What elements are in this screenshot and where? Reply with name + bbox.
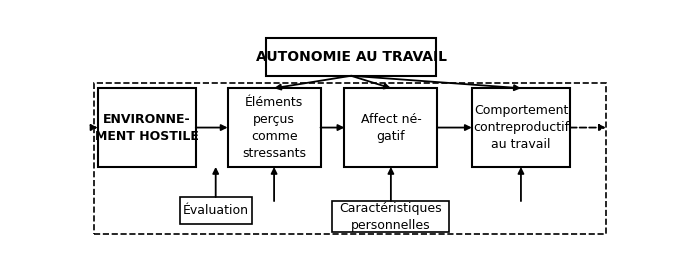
Text: ENVIRONNE-
MENT HOSTILE: ENVIRONNE- MENT HOSTILE	[95, 112, 199, 143]
Text: Affect né-
gatif: Affect né- gatif	[360, 112, 421, 143]
FancyArrowPatch shape	[213, 169, 219, 197]
FancyArrowPatch shape	[321, 125, 342, 130]
FancyArrowPatch shape	[519, 169, 523, 201]
Bar	[266, 38, 436, 76]
FancyArrowPatch shape	[90, 125, 95, 130]
Text: Éléments
perçus
comme
stressants: Éléments perçus comme stressants	[242, 95, 306, 160]
FancyArrowPatch shape	[570, 125, 604, 130]
FancyArrowPatch shape	[437, 125, 470, 130]
FancyArrowPatch shape	[388, 169, 393, 201]
FancyArrowPatch shape	[276, 76, 351, 90]
FancyArrowPatch shape	[196, 125, 225, 130]
FancyArrowPatch shape	[351, 76, 519, 90]
Bar	[180, 197, 251, 224]
Bar	[345, 88, 437, 167]
Bar	[472, 88, 570, 167]
FancyArrowPatch shape	[271, 169, 277, 201]
Bar	[97, 88, 196, 167]
FancyArrowPatch shape	[351, 76, 389, 89]
Text: Évaluation: Évaluation	[183, 204, 249, 217]
Bar	[332, 201, 449, 232]
Bar	[94, 83, 606, 234]
Text: Comportement
contreproductif
au travail: Comportement contreproductif au travail	[473, 104, 569, 151]
Text: Caractéristiques
personnelles: Caractéristiques personnelles	[340, 202, 443, 232]
Text: AUTONOMIE AU TRAVAIL: AUTONOMIE AU TRAVAIL	[256, 50, 447, 64]
Bar	[227, 88, 321, 167]
